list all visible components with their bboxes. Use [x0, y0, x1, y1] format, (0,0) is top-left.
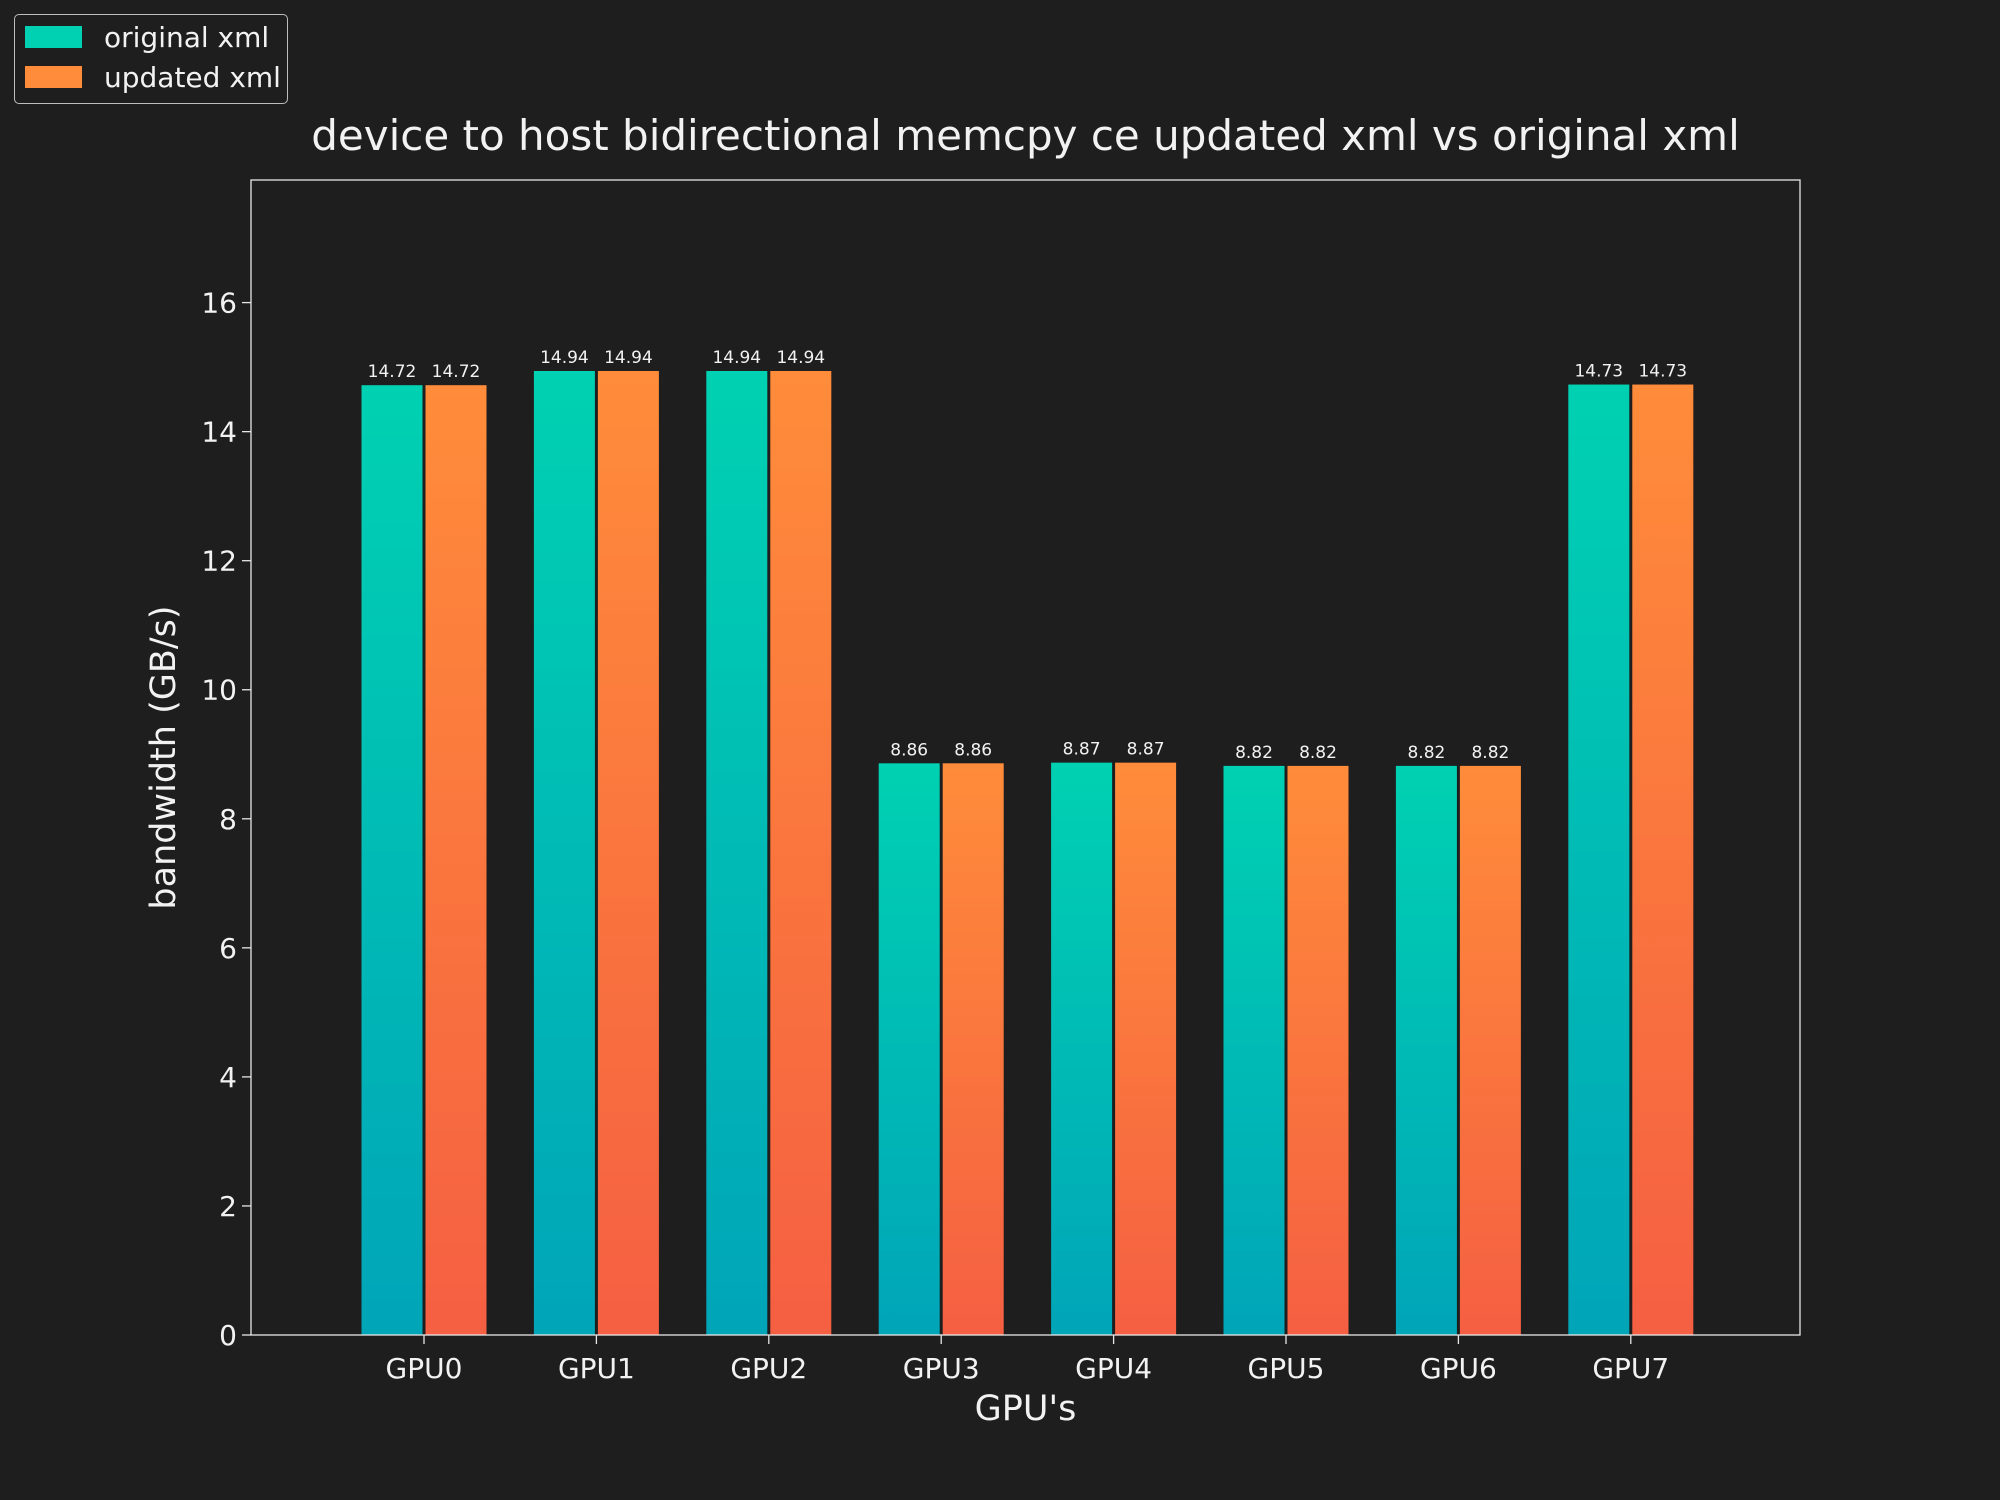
bar-updated-xml-gpu6	[1459, 765, 1521, 1335]
y-tick-label-4: 4	[219, 1061, 237, 1094]
y-tick-label-10: 10	[201, 674, 237, 707]
data-label-original-xml-gpu0: 14.72	[368, 362, 417, 382]
x-tick-label-gpu3: GPU3	[903, 1352, 980, 1385]
legend-swatch-updated-xml	[25, 66, 82, 88]
data-label-updated-xml-gpu2: 14.94	[776, 348, 825, 368]
chart-title: device to host bidirectional memcpy ce u…	[311, 111, 1740, 160]
y-tick-label-12: 12	[201, 545, 237, 578]
bar-original-xml-gpu2	[706, 370, 768, 1336]
plot-frame	[250, 179, 1801, 1336]
legend-swatch-original-xml	[25, 26, 82, 48]
bar-updated-xml-gpu5	[1287, 765, 1349, 1335]
y-tick-label-16: 16	[201, 287, 237, 320]
bar-updated-xml-gpu1	[597, 370, 659, 1336]
bar-updated-xml-gpu3	[942, 763, 1004, 1335]
data-label-original-xml-gpu7: 14.73	[1574, 362, 1623, 382]
data-label-original-xml-gpu5: 8.82	[1235, 743, 1273, 763]
data-label-updated-xml-gpu1: 14.94	[604, 348, 653, 368]
bar-original-xml-gpu1	[533, 370, 595, 1336]
y-tick-label-0: 0	[219, 1319, 237, 1352]
x-tick-label-gpu2: GPU2	[730, 1352, 807, 1385]
data-label-original-xml-gpu2: 14.94	[712, 348, 761, 368]
x-tick-label-gpu5: GPU5	[1248, 1352, 1325, 1385]
x-tick-label-gpu4: GPU4	[1075, 1352, 1152, 1385]
legend-label-original-xml: original xml	[104, 20, 270, 54]
x-tick-label-gpu7: GPU7	[1592, 1352, 1669, 1385]
bar-original-xml-gpu7	[1568, 384, 1630, 1335]
y-tick-label-2: 2	[219, 1190, 237, 1223]
y-tick-label-6: 6	[219, 932, 237, 965]
x-tick-label-gpu6: GPU6	[1420, 1352, 1497, 1385]
legend-item-updated-xml: updated xml	[25, 59, 281, 95]
bar-updated-xml-gpu2	[770, 370, 832, 1336]
data-label-original-xml-gpu3: 8.86	[890, 740, 928, 760]
data-label-original-xml-gpu6: 8.82	[1407, 743, 1445, 763]
chart-legend: original xml updated xml	[14, 14, 288, 104]
data-label-updated-xml-gpu7: 14.73	[1638, 362, 1687, 382]
x-tick-label-gpu1: GPU1	[558, 1352, 635, 1385]
y-axis-label: bandwidth (GB/s)	[144, 605, 184, 909]
bar-updated-xml-gpu7	[1632, 384, 1694, 1335]
bar-original-xml-gpu4	[1051, 762, 1113, 1335]
data-label-updated-xml-gpu3: 8.86	[954, 740, 992, 760]
x-tick-label-gpu0: GPU0	[386, 1352, 463, 1385]
data-label-updated-xml-gpu4: 8.87	[1127, 740, 1165, 760]
data-label-updated-xml-gpu0: 14.72	[432, 362, 481, 382]
x-axis-label: GPU's	[975, 1389, 1077, 1429]
y-tick-label-14: 14	[201, 416, 237, 449]
bar-original-xml-gpu5	[1223, 765, 1285, 1335]
bar-updated-xml-gpu4	[1115, 762, 1177, 1335]
bar-original-xml-gpu3	[878, 763, 940, 1335]
data-label-updated-xml-gpu5: 8.82	[1299, 743, 1337, 763]
legend-label-updated-xml: updated xml	[104, 60, 281, 94]
data-label-updated-xml-gpu6: 8.82	[1471, 743, 1509, 763]
bar-original-xml-gpu6	[1395, 765, 1457, 1335]
legend-item-original-xml: original xml	[25, 19, 269, 55]
data-label-original-xml-gpu1: 14.94	[540, 348, 589, 368]
y-tick-label-8: 8	[219, 803, 237, 836]
bar-updated-xml-gpu0	[425, 385, 487, 1335]
bar-original-xml-gpu0	[361, 385, 423, 1335]
data-label-original-xml-gpu4: 8.87	[1063, 740, 1101, 760]
